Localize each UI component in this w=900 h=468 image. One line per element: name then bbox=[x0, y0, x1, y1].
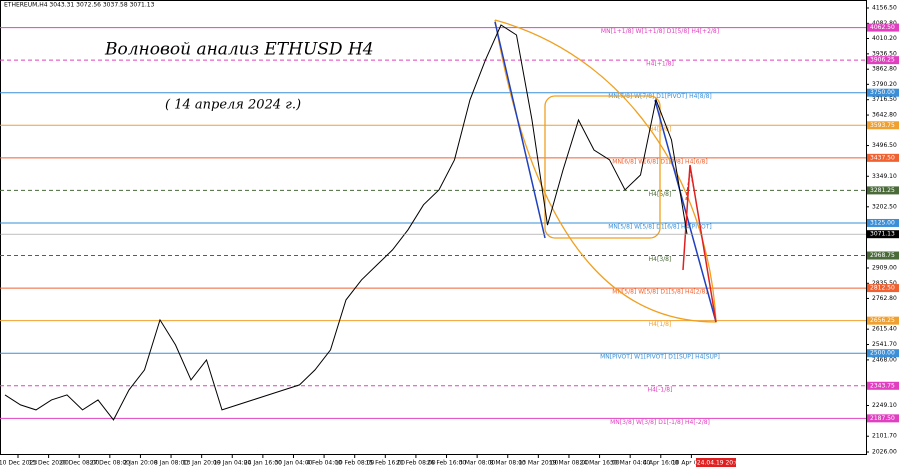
y-tick-label: 3202.50 bbox=[872, 203, 897, 210]
level-price-label: 3125.00 bbox=[870, 219, 895, 226]
level-price-box bbox=[867, 251, 899, 260]
level-label: MN[3/8] W[3/8] D1[-1/8] H4[-2/8] bbox=[610, 419, 710, 426]
forecast-time-box bbox=[696, 458, 736, 467]
y-tick-label: 3790.20 bbox=[872, 81, 897, 88]
level-price-box bbox=[867, 381, 899, 390]
y-tick-label: 4010.20 bbox=[872, 35, 897, 42]
x-tick-label: 27 Dec 08:00 bbox=[90, 460, 131, 467]
y-tick-label: 3862.80 bbox=[872, 66, 897, 73]
y-tick-label: 3349.10 bbox=[872, 173, 897, 180]
level-price-label: 2656.25 bbox=[870, 317, 895, 324]
level-price-box bbox=[867, 56, 899, 65]
x-tick-label: 24 Jan 16:00 bbox=[244, 460, 282, 467]
level-price-label: 3750.00 bbox=[870, 89, 895, 96]
x-tick-label: 2 Jan 20:00 bbox=[123, 460, 157, 467]
y-tick-label: 2762.80 bbox=[872, 295, 897, 302]
y-tick-label: 2468.00 bbox=[872, 356, 897, 363]
level-price-box bbox=[867, 349, 899, 358]
current-price-label: 3071.13 bbox=[870, 231, 895, 238]
level-label: MN[PIVOT] W1[PIVOT] D1[SUP] H4[SUP] bbox=[600, 354, 720, 361]
annotations bbox=[494, 19, 717, 323]
chart-subtitle: ( 14 апреля 2024 г.) bbox=[165, 98, 301, 113]
x-tick-label: 4 Apr 16:00 bbox=[643, 460, 678, 467]
x-tick-label: 21 Feb 08:00 bbox=[396, 460, 436, 467]
level-price-box bbox=[867, 121, 899, 130]
symbol-info: ETHEREUM,H4 3043.31 3072.56 3037.58 3071… bbox=[4, 2, 155, 9]
y-tick-label: 3936.50 bbox=[872, 50, 897, 57]
level-price-label: 3906.25 bbox=[870, 57, 895, 64]
level-label: H4[+1/8] bbox=[646, 61, 674, 68]
price-line bbox=[4, 24, 688, 421]
wave-box bbox=[544, 95, 661, 239]
level-price-label: 4062.50 bbox=[870, 24, 895, 31]
level-price-label: 2187.50 bbox=[870, 415, 895, 422]
level-price-label: 3593.75 bbox=[870, 122, 895, 129]
plot-frame bbox=[0, 0, 867, 455]
level-price-box bbox=[867, 88, 899, 97]
level-price-label: 2500.00 bbox=[870, 350, 895, 357]
chart-title: Волновой анализ ETHUSD H4 bbox=[104, 40, 374, 60]
x-tick-label: 13 Mar 20:00 bbox=[518, 460, 558, 467]
forecast-dashed bbox=[685, 169, 695, 201]
level-price-label: 2968.75 bbox=[870, 252, 895, 259]
level-label: MN[5/8] W[5/8] D1[5/8] H4[2/8] bbox=[612, 289, 707, 296]
x-tick-label: 19 Mar 08:00 bbox=[549, 460, 589, 467]
x-tick-label: 15 Feb 16:00 bbox=[366, 460, 406, 467]
y-tick-label: 2615.40 bbox=[872, 326, 897, 333]
trend-line bbox=[494, 21, 546, 239]
y-tick-label: 2835.50 bbox=[872, 280, 897, 287]
x-tick-label: 24 Mar 16:00 bbox=[580, 460, 620, 467]
level-label: MN[1+1/8] W[1+1/8] D1[5/8] H4[+2/8] bbox=[601, 28, 719, 35]
y-tick-label: 2909.00 bbox=[872, 264, 897, 271]
level-price-box bbox=[867, 218, 899, 227]
x-tick-label: 26 Feb 16:00 bbox=[427, 460, 467, 467]
level-price-box bbox=[867, 414, 899, 423]
y-tick-label: 3496.50 bbox=[872, 142, 897, 149]
x-tick-label: 19 Jan 04:00 bbox=[213, 460, 251, 467]
level-price-box bbox=[867, 153, 899, 162]
forecast-line bbox=[682, 164, 717, 323]
x-tick-label: 20 Dec 08:00 bbox=[59, 460, 100, 467]
y-tick-label: 4156.50 bbox=[872, 5, 897, 12]
level-label: H4[3/8] bbox=[649, 256, 672, 263]
level-price-box bbox=[867, 186, 899, 195]
level-price-label: 2812.50 bbox=[870, 285, 895, 292]
x-tick-label: 30 Jan 04:00 bbox=[274, 460, 312, 467]
level-price-box bbox=[867, 284, 899, 293]
level-label: MN[7/8] W[7/8] D1[PIVOT] H4[8/8] bbox=[608, 93, 712, 100]
y-tick-label: 3716.50 bbox=[872, 96, 897, 103]
x-tick-label: 30 Mar 04:00 bbox=[610, 460, 650, 467]
y-tick-label: 3642.80 bbox=[872, 112, 897, 119]
level-price-box bbox=[867, 23, 899, 32]
level-price-label: 2343.75 bbox=[870, 382, 895, 389]
x-tick-label: 10 Feb 08:00 bbox=[335, 460, 375, 467]
level-label: H4[-1/8] bbox=[648, 386, 673, 393]
level-label: H4[1/8] bbox=[649, 321, 672, 328]
x-tick-label: 8 Jan 08:00 bbox=[154, 460, 188, 467]
trend-line bbox=[654, 99, 717, 323]
level-price-label: 3281.25 bbox=[870, 187, 895, 194]
y-tick-label: 2541.70 bbox=[872, 341, 897, 348]
level-price-label: 3437.50 bbox=[870, 154, 895, 161]
x-tick-label: 3 Mar 08:00 bbox=[459, 460, 495, 467]
x-tick-label: 13 Jan 20:00 bbox=[183, 460, 221, 467]
current-price-box bbox=[867, 230, 899, 239]
level-price-box bbox=[867, 316, 899, 325]
y-tick-label: 2026.00 bbox=[872, 449, 897, 456]
x-tick-label: 15 Dec 20:00 bbox=[28, 460, 69, 467]
x-tick-label: 10 Dec 2023 bbox=[0, 460, 37, 467]
x-tick-label: 4 Feb 04:00 bbox=[306, 460, 342, 467]
y-tick-label: 2101.70 bbox=[872, 433, 897, 440]
forecast-time-label: 2024.04.19 20:00 bbox=[689, 460, 743, 467]
y-tick-label: 2249.10 bbox=[872, 402, 897, 409]
x-tick-label: 8 Mar 08:00 bbox=[490, 460, 526, 467]
y-tick-label: 4082.80 bbox=[872, 20, 897, 27]
x-tick-label: 10 Apr 04:00 bbox=[672, 460, 711, 467]
